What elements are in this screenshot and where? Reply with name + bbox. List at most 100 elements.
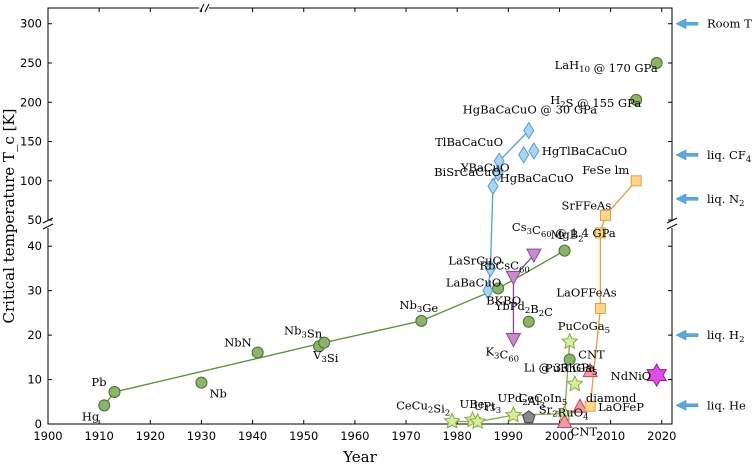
- plot-frame: [47, 7, 673, 425]
- bcs-type-point-label: V3Si: [312, 348, 339, 365]
- nickelate-marker: [646, 363, 668, 388]
- bcs-type-point-label: YbPd2B2C: [494, 299, 553, 319]
- bcs-type-point-label: Hg: [82, 409, 100, 423]
- bcs-type-marker: [108, 386, 121, 398]
- iron-based-marker: [594, 227, 606, 239]
- cuprates-point-label: LaSrCuO: [448, 253, 502, 267]
- reference-label: liq. H2: [707, 328, 744, 345]
- x-axis-title: Year: [342, 448, 377, 466]
- cuprates-marker: [523, 121, 535, 140]
- heavy-fermions-point-label: PuCoGa5: [558, 319, 610, 336]
- x-tick-label: 2010: [596, 429, 625, 443]
- carbon-point-label: CNT: [578, 348, 605, 362]
- cuprates-point-label: BiSrCaCuO: [434, 165, 501, 179]
- cuprates-marker: [493, 152, 505, 171]
- fullerenes-point-label: Cs3C60 @ 1.4 GPa: [512, 220, 616, 240]
- bcs-type-marker: [558, 244, 571, 257]
- axis-break-gap: [666, 220, 678, 228]
- bcs-type-marker: [318, 336, 331, 349]
- x-tick-label: 1920: [136, 429, 165, 443]
- reference-label: liq. He: [707, 398, 746, 412]
- bcs-type-point-label: LaH10 @ 170 GPa: [555, 58, 658, 75]
- reference-arrow-icon: [675, 329, 699, 341]
- heavy-fermions-point-label: UBe13: [460, 397, 496, 414]
- bcs-type-point-label: H2S @ 155 GPa: [550, 93, 641, 110]
- cuprates-point-label: HgBaCaCuO @ 30 GPa: [463, 103, 597, 117]
- heavy-fermions-point-label: CeCoIn5: [519, 391, 568, 408]
- ruthenate-marker: [522, 410, 536, 424]
- fullerenes-marker: [505, 333, 522, 348]
- x-tick-label: 1990: [494, 429, 523, 443]
- fullerenes-point-label: K3C60: [485, 345, 519, 365]
- heavy-fermions-marker: [468, 412, 487, 430]
- reference-arrow-icon: [675, 18, 699, 30]
- iron-based-point-label: FeSe lm: [582, 163, 629, 177]
- x-tick-label: 2020: [647, 429, 676, 443]
- nickelate-point-label: NdNiO: [611, 369, 652, 383]
- x-tick-label: 1940: [238, 429, 267, 443]
- carbon-marker: [572, 398, 588, 413]
- axis-break-gap: [42, 220, 54, 228]
- fullerenes-marker: [526, 248, 542, 264]
- cuprates-point-label: TlBaCaCuO: [435, 135, 503, 149]
- fullerenes-marker: [505, 270, 522, 286]
- heavy-fermions-marker: [566, 374, 584, 392]
- y-tick-label: 150: [20, 135, 42, 149]
- bcs-type-marker: [98, 399, 111, 412]
- y-tick-label: 200: [20, 95, 42, 109]
- y-tick-label: 0: [35, 417, 42, 431]
- bcs-type-point-label: Li @ 33 GPa: [524, 361, 596, 375]
- reference-label: liq. CF4: [707, 148, 751, 165]
- reference-arrow-icon: [675, 193, 699, 205]
- cuprates-point-label: LaBaCuO: [446, 276, 501, 290]
- heavy-fermions-point-label: CeCu2Si2: [396, 398, 450, 418]
- bcs-type-point-label: NbN: [224, 335, 252, 349]
- cuprates-marker: [518, 145, 530, 164]
- cuprates-marker: [528, 142, 540, 160]
- bcs-type-trend-line: [103, 250, 565, 406]
- ruthenate-point-label: Sr2RuO4: [539, 402, 589, 422]
- iron-based-marker: [600, 209, 612, 221]
- x-tick-label: 2000: [545, 429, 574, 443]
- bcs-type-point-label: MgB2: [551, 228, 584, 245]
- fullerenes-point-label: RbCsC60: [479, 258, 529, 275]
- data-markers: [98, 56, 668, 430]
- x-tick-label: 1970: [391, 429, 420, 443]
- cuprates-marker: [492, 164, 504, 182]
- bcs-type-point-label: Nb3Sn: [284, 324, 323, 341]
- x-tick-label: 1950: [289, 429, 318, 443]
- reference-arrow-icon: [675, 149, 699, 161]
- bcs-type-marker: [195, 376, 208, 389]
- heavy-fermions-marker: [504, 405, 523, 423]
- axis-break-gap: [199, 4, 209, 12]
- bcs-type-marker: [492, 282, 505, 295]
- bcs-type-marker: [630, 93, 643, 106]
- carbon-point-label: CNT: [571, 425, 598, 439]
- iron-based-marker: [594, 302, 606, 314]
- axis-break-mark: [42, 223, 54, 230]
- y-tick-label: 20: [27, 328, 42, 342]
- cuprates-marker: [484, 259, 497, 278]
- x-tick-label: 1910: [85, 429, 114, 443]
- bcs-type-marker: [650, 56, 663, 69]
- heavy-fermions-marker: [560, 332, 579, 350]
- reference-label: Room T: [707, 17, 752, 31]
- cuprates-marker: [487, 177, 499, 196]
- reference-arrow-icon: [675, 399, 699, 411]
- iron-based-point-label: LaOFeP: [598, 400, 644, 414]
- axis-break-mark: [199, 3, 205, 13]
- cuprates-marker: [482, 281, 494, 300]
- carbon-marker: [582, 362, 599, 378]
- y-tick-label: 10: [27, 373, 42, 387]
- bcs-type-point-label: BKBO: [486, 293, 521, 307]
- axis-break-mark: [204, 3, 210, 13]
- y-axis-title: Critical temperature T_c [K]: [0, 109, 18, 324]
- bcs-type-point-label: Nb3Ge: [399, 298, 438, 315]
- x-tick-label: 1980: [443, 429, 472, 443]
- bcs-type-marker: [522, 315, 535, 328]
- iron-based-marker: [630, 175, 642, 187]
- x-tick-label: 1930: [187, 429, 216, 443]
- y-tick-label: 30: [27, 284, 42, 298]
